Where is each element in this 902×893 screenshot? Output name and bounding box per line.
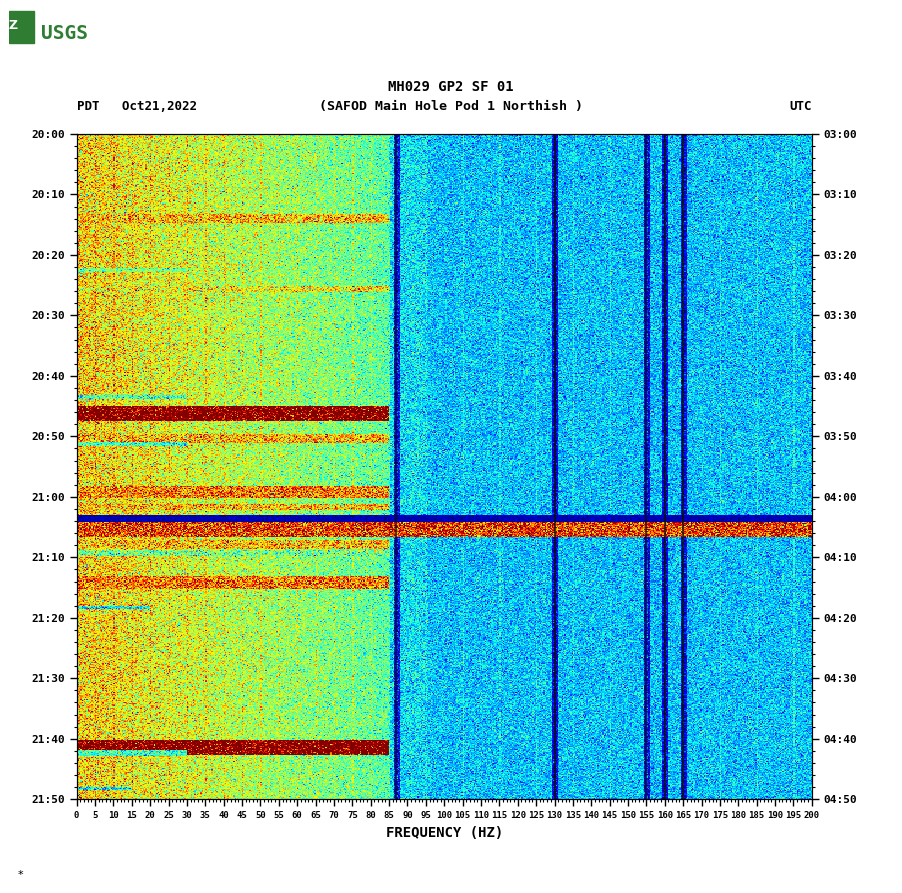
Text: Z: Z (8, 19, 17, 31)
Text: UTC: UTC (789, 100, 812, 113)
Text: (SAFOD Main Hole Pod 1 Northish ): (SAFOD Main Hole Pod 1 Northish ) (319, 100, 583, 113)
X-axis label: FREQUENCY (HZ): FREQUENCY (HZ) (386, 826, 502, 839)
Text: PDT   Oct21,2022: PDT Oct21,2022 (77, 100, 197, 113)
Text: MH029 GP2 SF 01: MH029 GP2 SF 01 (388, 79, 514, 94)
Bar (9, 12, 34, 43)
Text: USGS: USGS (41, 24, 88, 43)
Text: *: * (18, 870, 23, 880)
